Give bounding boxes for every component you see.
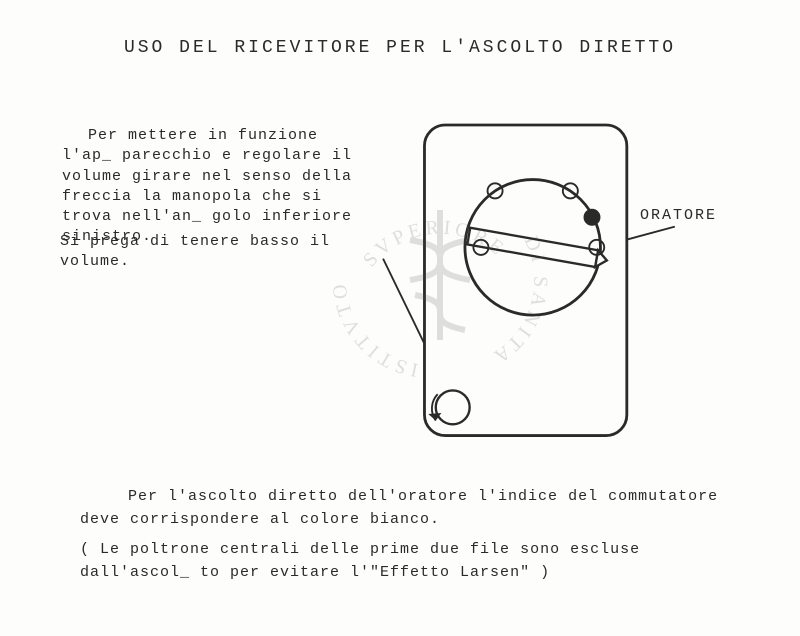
instruction-text: Per mettere in funzione l'ap_ parecchio … (62, 126, 357, 248)
volume-request-text: Si prega di tenere basso il volume. (60, 232, 370, 273)
receiver-diagram (368, 110, 688, 460)
instruction-paragraph: Per mettere in funzione l'ap_ parecchio … (62, 126, 357, 248)
indicator-lamp-filled (584, 210, 599, 225)
page-title: USO DEL RICEVITORE PER L'ASCOLTO DIRETTO (0, 38, 800, 58)
page: USO DEL RICEVITORE PER L'ASCOLTO DIRETTO… (0, 0, 800, 636)
bottom-paragraph-2: ( Le poltrone centrali delle prime due f… (80, 539, 720, 584)
volume-knob (436, 390, 470, 424)
bottom-paragraph-1: Per l'ascolto diretto dell'oratore l'ind… (80, 486, 720, 531)
bottom-instructions: Per l'ascolto diretto dell'oratore l'ind… (80, 486, 720, 584)
